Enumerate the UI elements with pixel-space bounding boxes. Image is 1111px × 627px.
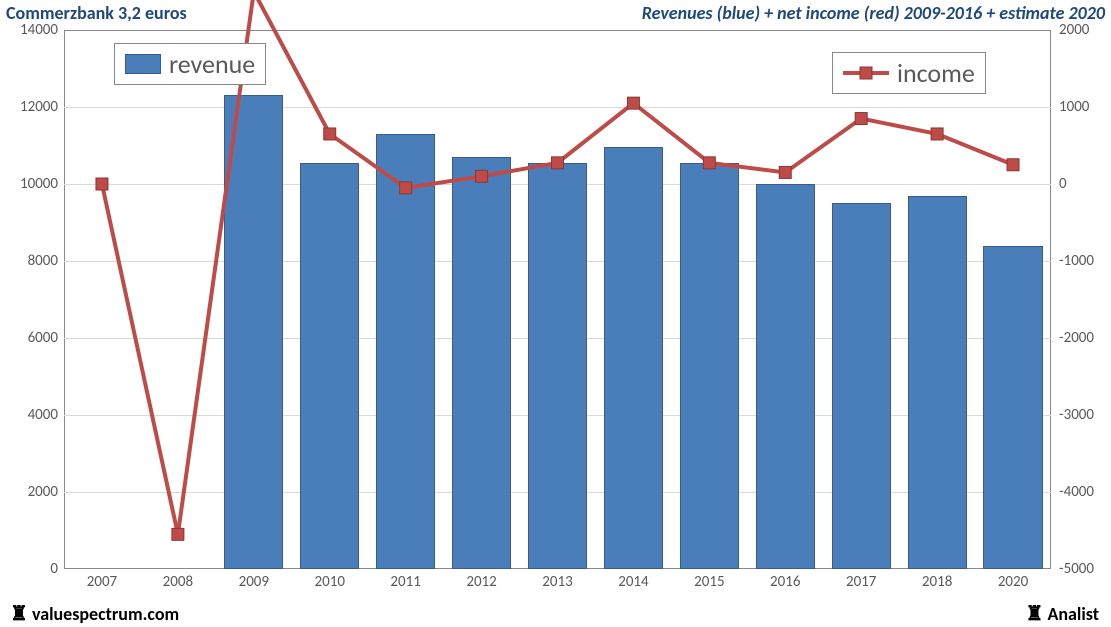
x-axis-tick: 2012 xyxy=(466,573,496,591)
income-marker xyxy=(96,178,108,190)
legend-revenue-swatch xyxy=(125,54,161,74)
y-axis-right-tick: -4000 xyxy=(1059,483,1094,501)
legend-income: income xyxy=(832,52,986,94)
income-marker xyxy=(324,128,336,140)
y-axis-left-tick: 8000 xyxy=(8,252,58,270)
x-axis-tick: 2009 xyxy=(239,573,269,591)
x-axis-tick: 2016 xyxy=(770,573,800,591)
y-axis-right-tick: -3000 xyxy=(1059,406,1094,424)
income-marker xyxy=(627,97,639,109)
footer-left-text: valuespectrum.com xyxy=(32,603,179,625)
footer-right: ♜ Analist xyxy=(1026,603,1099,625)
x-axis-tick: 2017 xyxy=(846,573,876,591)
legend-revenue: revenue xyxy=(114,43,266,85)
y-axis-right-tick: -5000 xyxy=(1059,560,1094,578)
income-marker xyxy=(172,528,184,540)
title-bar: Commerzbank 3,2 euros Revenues (blue) + … xyxy=(0,0,1111,26)
rook-icon: ♜ xyxy=(10,604,28,624)
x-axis-tick: 2020 xyxy=(998,573,1028,591)
income-marker xyxy=(855,113,867,125)
x-axis-tick: 2008 xyxy=(163,573,193,591)
y-axis-left-tick: 4000 xyxy=(8,406,58,424)
footer-left: ♜ valuespectrum.com xyxy=(10,603,179,625)
income-marker xyxy=(476,170,488,182)
income-marker xyxy=(552,157,564,169)
income-marker xyxy=(1007,159,1019,171)
legend-revenue-label: revenue xyxy=(169,48,255,80)
y-axis-left-tick: 0 xyxy=(8,560,58,578)
y-axis-left-tick: 14000 xyxy=(8,21,58,39)
income-line-series xyxy=(64,30,1051,569)
x-axis-tick: 2015 xyxy=(694,573,724,591)
x-axis-tick: 2013 xyxy=(542,573,572,591)
x-axis-tick: 2018 xyxy=(922,573,952,591)
income-marker xyxy=(931,128,943,140)
x-axis-tick: 2011 xyxy=(390,573,420,591)
income-marker xyxy=(400,182,412,194)
y-axis-right-tick: 2000 xyxy=(1059,21,1089,39)
rook-icon: ♜ xyxy=(1026,604,1044,624)
y-axis-left-tick: 6000 xyxy=(8,329,58,347)
legend-income-swatch xyxy=(843,63,889,83)
footer-right-text: Analist xyxy=(1047,603,1099,625)
y-axis-right-tick: -1000 xyxy=(1059,252,1094,270)
income-marker xyxy=(703,157,715,169)
x-axis-tick: 2014 xyxy=(618,573,648,591)
legend-income-label: income xyxy=(897,57,975,89)
y-axis-left-tick: 2000 xyxy=(8,483,58,501)
y-axis-left-tick: 10000 xyxy=(8,175,58,193)
title-right: Revenues (blue) + net income (red) 2009-… xyxy=(642,2,1105,24)
y-axis-right-tick: -2000 xyxy=(1059,329,1094,347)
y-axis-right-tick: 1000 xyxy=(1059,98,1089,116)
income-marker xyxy=(779,166,791,178)
y-axis-left-tick: 12000 xyxy=(8,98,58,116)
y-axis-right-tick: 0 xyxy=(1059,175,1067,193)
x-axis-tick: 2007 xyxy=(87,573,117,591)
chart-container: Commerzbank 3,2 euros Revenues (blue) + … xyxy=(0,0,1111,627)
x-axis-tick: 2010 xyxy=(315,573,345,591)
